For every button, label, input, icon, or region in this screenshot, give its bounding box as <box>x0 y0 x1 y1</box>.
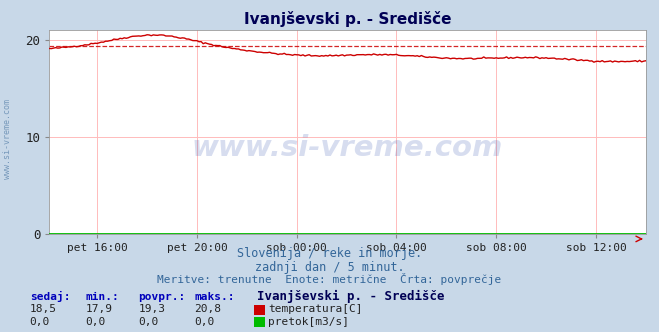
Text: povpr.:: povpr.: <box>138 292 186 302</box>
Text: www.si-vreme.com: www.si-vreme.com <box>192 134 503 162</box>
Text: Ivanjševski p. - Središče: Ivanjševski p. - Središče <box>257 290 445 303</box>
Text: 0,0: 0,0 <box>30 317 50 327</box>
Text: 20,8: 20,8 <box>194 304 221 314</box>
Title: Ivanjševski p. - Središče: Ivanjševski p. - Središče <box>244 11 451 27</box>
Text: Meritve: trenutne  Enote: metrične  Črta: povprečje: Meritve: trenutne Enote: metrične Črta: … <box>158 273 501 285</box>
Text: 0,0: 0,0 <box>194 317 215 327</box>
Text: 0,0: 0,0 <box>86 317 106 327</box>
Text: maks.:: maks.: <box>194 292 235 302</box>
Text: sedaj:: sedaj: <box>30 291 70 302</box>
Text: min.:: min.: <box>86 292 119 302</box>
Text: pretok[m3/s]: pretok[m3/s] <box>268 317 349 327</box>
Text: temperatura[C]: temperatura[C] <box>268 304 362 314</box>
Text: 0,0: 0,0 <box>138 317 159 327</box>
Text: Slovenija / reke in morje.: Slovenija / reke in morje. <box>237 247 422 260</box>
Text: 19,3: 19,3 <box>138 304 165 314</box>
Text: zadnji dan / 5 minut.: zadnji dan / 5 minut. <box>254 261 405 274</box>
Text: 17,9: 17,9 <box>86 304 113 314</box>
Text: 18,5: 18,5 <box>30 304 57 314</box>
Text: www.si-vreme.com: www.si-vreme.com <box>3 100 13 179</box>
